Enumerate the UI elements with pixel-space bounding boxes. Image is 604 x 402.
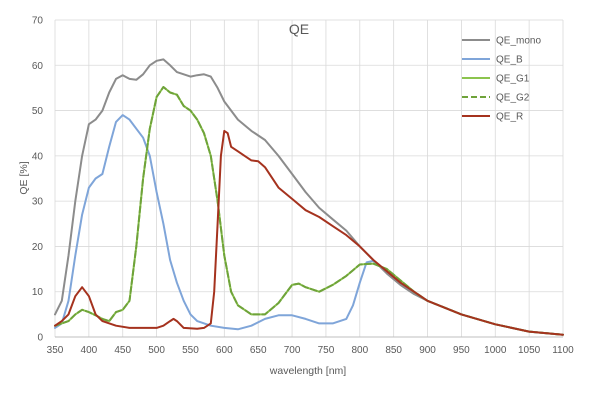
legend-label: QE_R [496, 112, 523, 123]
y-tick-label: 10 [32, 287, 44, 298]
x-tick-label: 350 [47, 345, 64, 356]
x-tick-label: 400 [81, 345, 98, 356]
y-tick-label: 30 [32, 197, 44, 208]
x-tick-label: 600 [216, 345, 233, 356]
x-tick-labels: 350 400 450 500 550 600 650 700 750 800 850 900 950 1… [47, 345, 575, 356]
x-tick-label: 1050 [518, 345, 541, 356]
x-tick-label: 750 [318, 345, 335, 356]
x-tick-label: 850 [385, 345, 402, 356]
x-tick-label: 700 [284, 345, 301, 356]
x-axis-title: wavelength [nm] [269, 365, 347, 377]
x-tick-label: 450 [114, 345, 131, 356]
legend-label: QE_B [496, 55, 523, 66]
y-tick-label: 60 [32, 61, 44, 72]
x-tick-label: 500 [148, 345, 165, 356]
legend-label: QE_G1 [496, 74, 530, 85]
y-tick-labels: 0 10 20 30 40 50 60 70 [32, 16, 44, 344]
x-tick-label: 1100 [552, 345, 574, 356]
x-tick-label: 1000 [484, 345, 507, 356]
y-tick-label: 20 [32, 242, 44, 253]
grid-lines [54, 19, 564, 338]
x-tick-label: 800 [351, 345, 368, 356]
y-tick-label: 0 [37, 333, 43, 344]
y-tick-label: 50 [32, 106, 44, 117]
x-tick-label: 650 [250, 345, 267, 356]
chart-title: QE [289, 21, 309, 37]
x-tick-label: 550 [182, 345, 199, 356]
legend: QE_mono QE_B QE_G1 QE_G2 QE_R [462, 36, 541, 123]
y-tick-label: 70 [32, 16, 44, 27]
series-line-qe-r [54, 129, 564, 336]
legend-label: QE_G2 [496, 93, 530, 104]
legend-label: QE_mono [496, 36, 541, 47]
x-tick-label: 900 [419, 345, 436, 356]
y-tick-label: 40 [32, 151, 44, 162]
x-tick-label: 950 [453, 345, 470, 356]
series-layer [54, 58, 564, 336]
y-axis-title: QE [%] [18, 161, 30, 194]
